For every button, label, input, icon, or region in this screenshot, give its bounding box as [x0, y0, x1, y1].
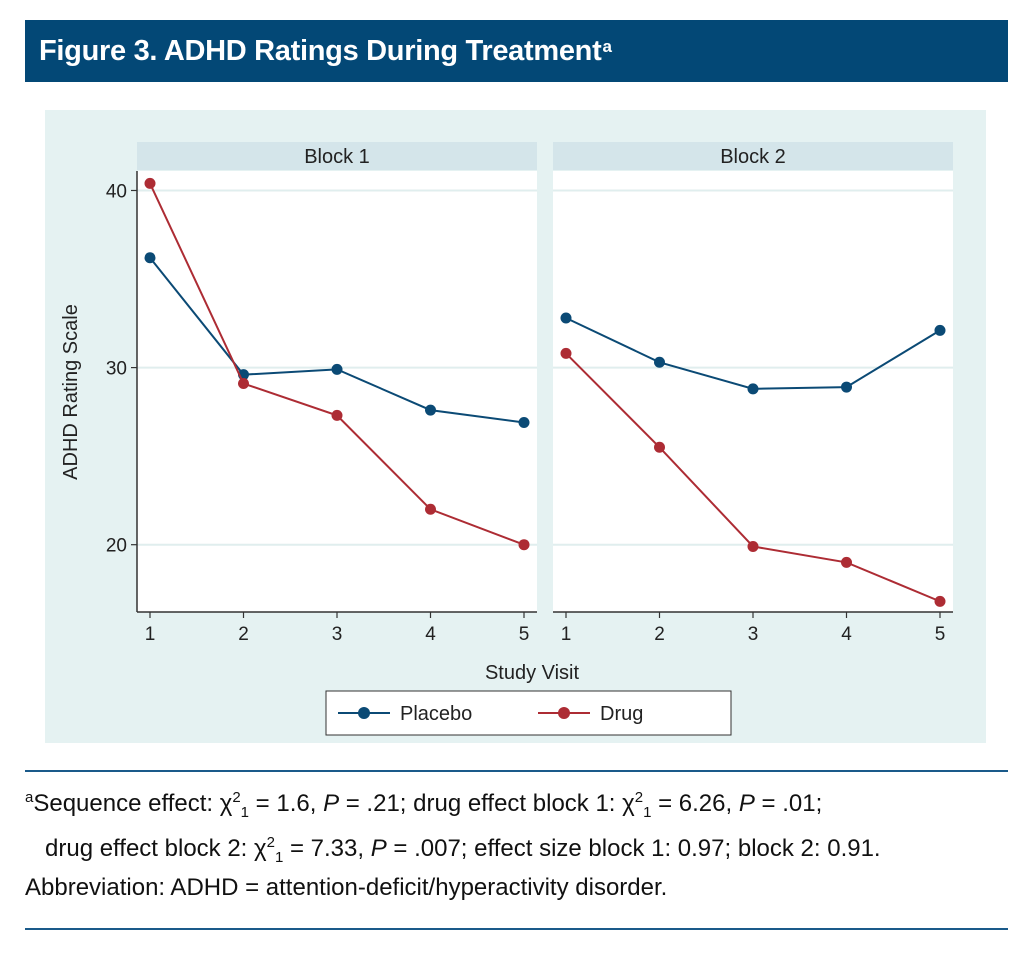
data-point-drug	[560, 347, 572, 359]
chart-svg: Block 1 1 2 3 4 5 20 30 40 Block 2 1 2 3 4 5 ADHD Ratin…	[60, 142, 953, 736]
facet-title: Block 1	[304, 146, 370, 168]
data-point-drug	[238, 378, 249, 390]
fn-sub: 1	[240, 803, 249, 821]
fn-text: = 1.6,	[249, 790, 324, 817]
fn-sup: 2	[634, 789, 644, 806]
x-tick-label: 4	[841, 624, 852, 645]
fn-text: = .007; effect size block 1: 0.97; block…	[386, 834, 881, 862]
facet-title: Block 2	[720, 146, 786, 168]
x-tick-label: 2	[238, 624, 249, 645]
x-tick-label: 3	[332, 624, 343, 645]
x-tick-label: 1	[561, 624, 572, 645]
data-point-drug	[331, 409, 343, 421]
legend-label-drug: Drug	[600, 703, 643, 725]
x-tick-label: 4	[425, 624, 436, 645]
fn-sup: 2	[232, 789, 241, 806]
footnote-abbreviation: Abbreviation: ADHD = attention-deficit/h…	[25, 873, 668, 901]
data-point-placebo	[841, 381, 852, 393]
data-point-drug	[518, 539, 530, 551]
fn-text: drug effect block 2: χ	[45, 834, 267, 862]
data-point-placebo	[144, 252, 156, 264]
x-tick-label: 5	[519, 624, 530, 645]
fn-text: Sequence effect: χ	[33, 790, 233, 817]
plot-area	[137, 171, 537, 612]
y-tick-label: 20	[106, 536, 127, 557]
footnote-marker: a	[25, 789, 34, 806]
figure-title-bar: Figure 3. ADHD Ratings During Treatment a	[25, 20, 1008, 82]
y-tick-label: 30	[106, 359, 127, 380]
y-axis-label: ADHD Rating Scale	[60, 304, 82, 480]
x-tick-label: 2	[654, 624, 665, 645]
data-point-placebo	[518, 416, 530, 428]
legend-label-placebo: Placebo	[400, 703, 472, 725]
y-tick-label: 40	[106, 181, 127, 202]
fn-sub: 1	[643, 803, 652, 821]
x-axis-label: Study Visit	[485, 662, 580, 684]
fn-p: P	[738, 790, 755, 817]
fn-sub: 1	[274, 848, 284, 866]
fn-p: P	[370, 834, 387, 862]
fn-sup: 2	[266, 833, 275, 851]
data-point-drug	[747, 540, 759, 552]
fn-text: = 6.26,	[651, 790, 739, 817]
fn-text: = .21; drug effect block 1: χ	[339, 790, 635, 817]
legend-marker-placebo	[358, 707, 370, 719]
footnote-a: aSequence effect: χ21 = 1.6, P = .21; dr…	[25, 783, 1008, 828]
data-point-placebo	[425, 404, 436, 416]
data-point-placebo	[560, 312, 572, 324]
data-point-placebo	[654, 356, 665, 368]
fn-p: P	[323, 790, 340, 817]
data-point-placebo	[331, 363, 343, 375]
legend-marker-drug	[558, 707, 570, 719]
data-point-placebo	[747, 383, 759, 395]
facet-strip	[553, 142, 953, 170]
data-point-drug	[841, 556, 852, 568]
facet-strip	[137, 142, 537, 170]
data-point-drug	[144, 177, 156, 189]
footnote-top-rule	[25, 770, 1008, 772]
fn-text: = 7.33,	[283, 834, 371, 862]
x-tick-label: 5	[935, 624, 946, 645]
footnote-a-cont: drug effect block 2: χ21 = 7.33, P = .00…	[25, 828, 1008, 873]
title-footnote-marker: a	[602, 37, 612, 56]
legend-box	[325, 690, 732, 736]
figure-title: Figure 3. ADHD Ratings During Treatment	[39, 34, 602, 67]
data-point-drug	[425, 503, 436, 515]
chart-panel: Block 1 1 2 3 4 5 20 30 40 Block 2 1 2 3 4 5 ADHD Ratin…	[45, 110, 986, 743]
footnote-bottom-rule	[25, 928, 1008, 930]
footnotes: aSequence effect: χ21 = 1.6, P = .21; dr…	[25, 783, 1008, 903]
x-tick-label: 3	[748, 624, 759, 645]
x-tick-label: 1	[145, 624, 156, 645]
data-point-drug	[654, 441, 665, 453]
data-point-placebo	[934, 324, 946, 336]
fn-text: = .01;	[754, 790, 823, 817]
data-point-drug	[934, 595, 946, 607]
